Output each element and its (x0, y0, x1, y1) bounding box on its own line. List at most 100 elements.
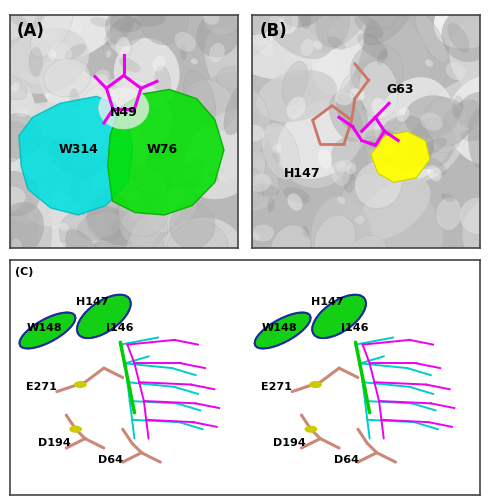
Ellipse shape (227, 12, 271, 56)
Ellipse shape (378, 116, 434, 171)
Ellipse shape (232, 88, 270, 151)
Ellipse shape (339, 174, 443, 277)
Text: D194: D194 (273, 438, 306, 448)
Ellipse shape (327, 36, 345, 50)
Ellipse shape (252, 224, 274, 242)
Ellipse shape (442, 8, 490, 62)
Ellipse shape (151, 209, 163, 215)
Ellipse shape (375, 77, 456, 180)
Ellipse shape (4, 28, 89, 94)
Ellipse shape (271, 0, 342, 72)
Ellipse shape (364, 0, 412, 45)
Ellipse shape (258, 0, 334, 59)
Ellipse shape (51, 42, 72, 62)
Ellipse shape (285, 14, 293, 30)
Ellipse shape (300, 39, 314, 56)
Ellipse shape (232, 107, 258, 132)
Ellipse shape (37, 194, 115, 255)
Ellipse shape (196, 10, 241, 57)
Polygon shape (108, 90, 224, 215)
Text: D194: D194 (38, 438, 71, 448)
Text: W76: W76 (147, 144, 178, 156)
Ellipse shape (141, 0, 189, 45)
Ellipse shape (0, 186, 26, 217)
Ellipse shape (8, 32, 74, 84)
Ellipse shape (41, 0, 143, 60)
Ellipse shape (204, 2, 243, 35)
Ellipse shape (348, 112, 403, 138)
Ellipse shape (338, 75, 363, 128)
Ellipse shape (283, 187, 310, 204)
Ellipse shape (337, 92, 368, 132)
Ellipse shape (347, 236, 387, 272)
Ellipse shape (407, 118, 455, 169)
Ellipse shape (435, 100, 480, 148)
Ellipse shape (358, 178, 430, 240)
Ellipse shape (337, 196, 345, 203)
Ellipse shape (0, 114, 41, 158)
Ellipse shape (58, 222, 69, 230)
Ellipse shape (468, 110, 489, 168)
Ellipse shape (119, 187, 169, 236)
Ellipse shape (311, 0, 365, 94)
Ellipse shape (183, 71, 216, 126)
Ellipse shape (0, 236, 20, 258)
Text: D64: D64 (98, 455, 123, 465)
Text: H147: H147 (76, 298, 108, 308)
Ellipse shape (152, 56, 166, 71)
Ellipse shape (368, 140, 379, 151)
Text: W148: W148 (262, 323, 297, 333)
Ellipse shape (182, 80, 235, 132)
Ellipse shape (267, 197, 274, 212)
Ellipse shape (449, 16, 490, 100)
Ellipse shape (300, 6, 311, 29)
Ellipse shape (427, 165, 441, 181)
Circle shape (310, 382, 321, 388)
Ellipse shape (331, 137, 367, 180)
Ellipse shape (94, 74, 108, 85)
Ellipse shape (256, 70, 337, 122)
Ellipse shape (154, 65, 171, 102)
Ellipse shape (116, 37, 130, 56)
Ellipse shape (123, 214, 159, 274)
Ellipse shape (124, 91, 155, 126)
Ellipse shape (223, 0, 285, 45)
Ellipse shape (1, 0, 82, 76)
Ellipse shape (119, 58, 141, 73)
Text: D64: D64 (334, 455, 359, 465)
Ellipse shape (461, 128, 487, 141)
Ellipse shape (0, 2, 51, 78)
Ellipse shape (49, 50, 56, 60)
Ellipse shape (126, 186, 139, 193)
Ellipse shape (288, 194, 302, 210)
Ellipse shape (152, 186, 186, 234)
Ellipse shape (40, 60, 107, 126)
Ellipse shape (219, 173, 230, 182)
Ellipse shape (436, 197, 462, 230)
Ellipse shape (303, 226, 309, 238)
Text: I146: I146 (342, 323, 369, 333)
Ellipse shape (283, 0, 325, 27)
Ellipse shape (207, 170, 219, 181)
Ellipse shape (434, 0, 490, 48)
Ellipse shape (248, 174, 271, 192)
Ellipse shape (420, 112, 443, 131)
Text: E271: E271 (26, 382, 57, 392)
Ellipse shape (108, 14, 142, 32)
Ellipse shape (184, 110, 270, 199)
Ellipse shape (104, 16, 134, 46)
Ellipse shape (233, 21, 322, 80)
Ellipse shape (267, 61, 361, 188)
Ellipse shape (216, 110, 293, 186)
Circle shape (305, 426, 317, 432)
Ellipse shape (2, 168, 52, 271)
Ellipse shape (441, 193, 454, 202)
Text: N49: N49 (110, 106, 138, 119)
Ellipse shape (374, 124, 380, 131)
Ellipse shape (0, 202, 44, 256)
Ellipse shape (134, 12, 166, 27)
Text: G63: G63 (387, 83, 414, 96)
Ellipse shape (405, 96, 459, 138)
Ellipse shape (213, 56, 295, 128)
Ellipse shape (136, 173, 154, 192)
